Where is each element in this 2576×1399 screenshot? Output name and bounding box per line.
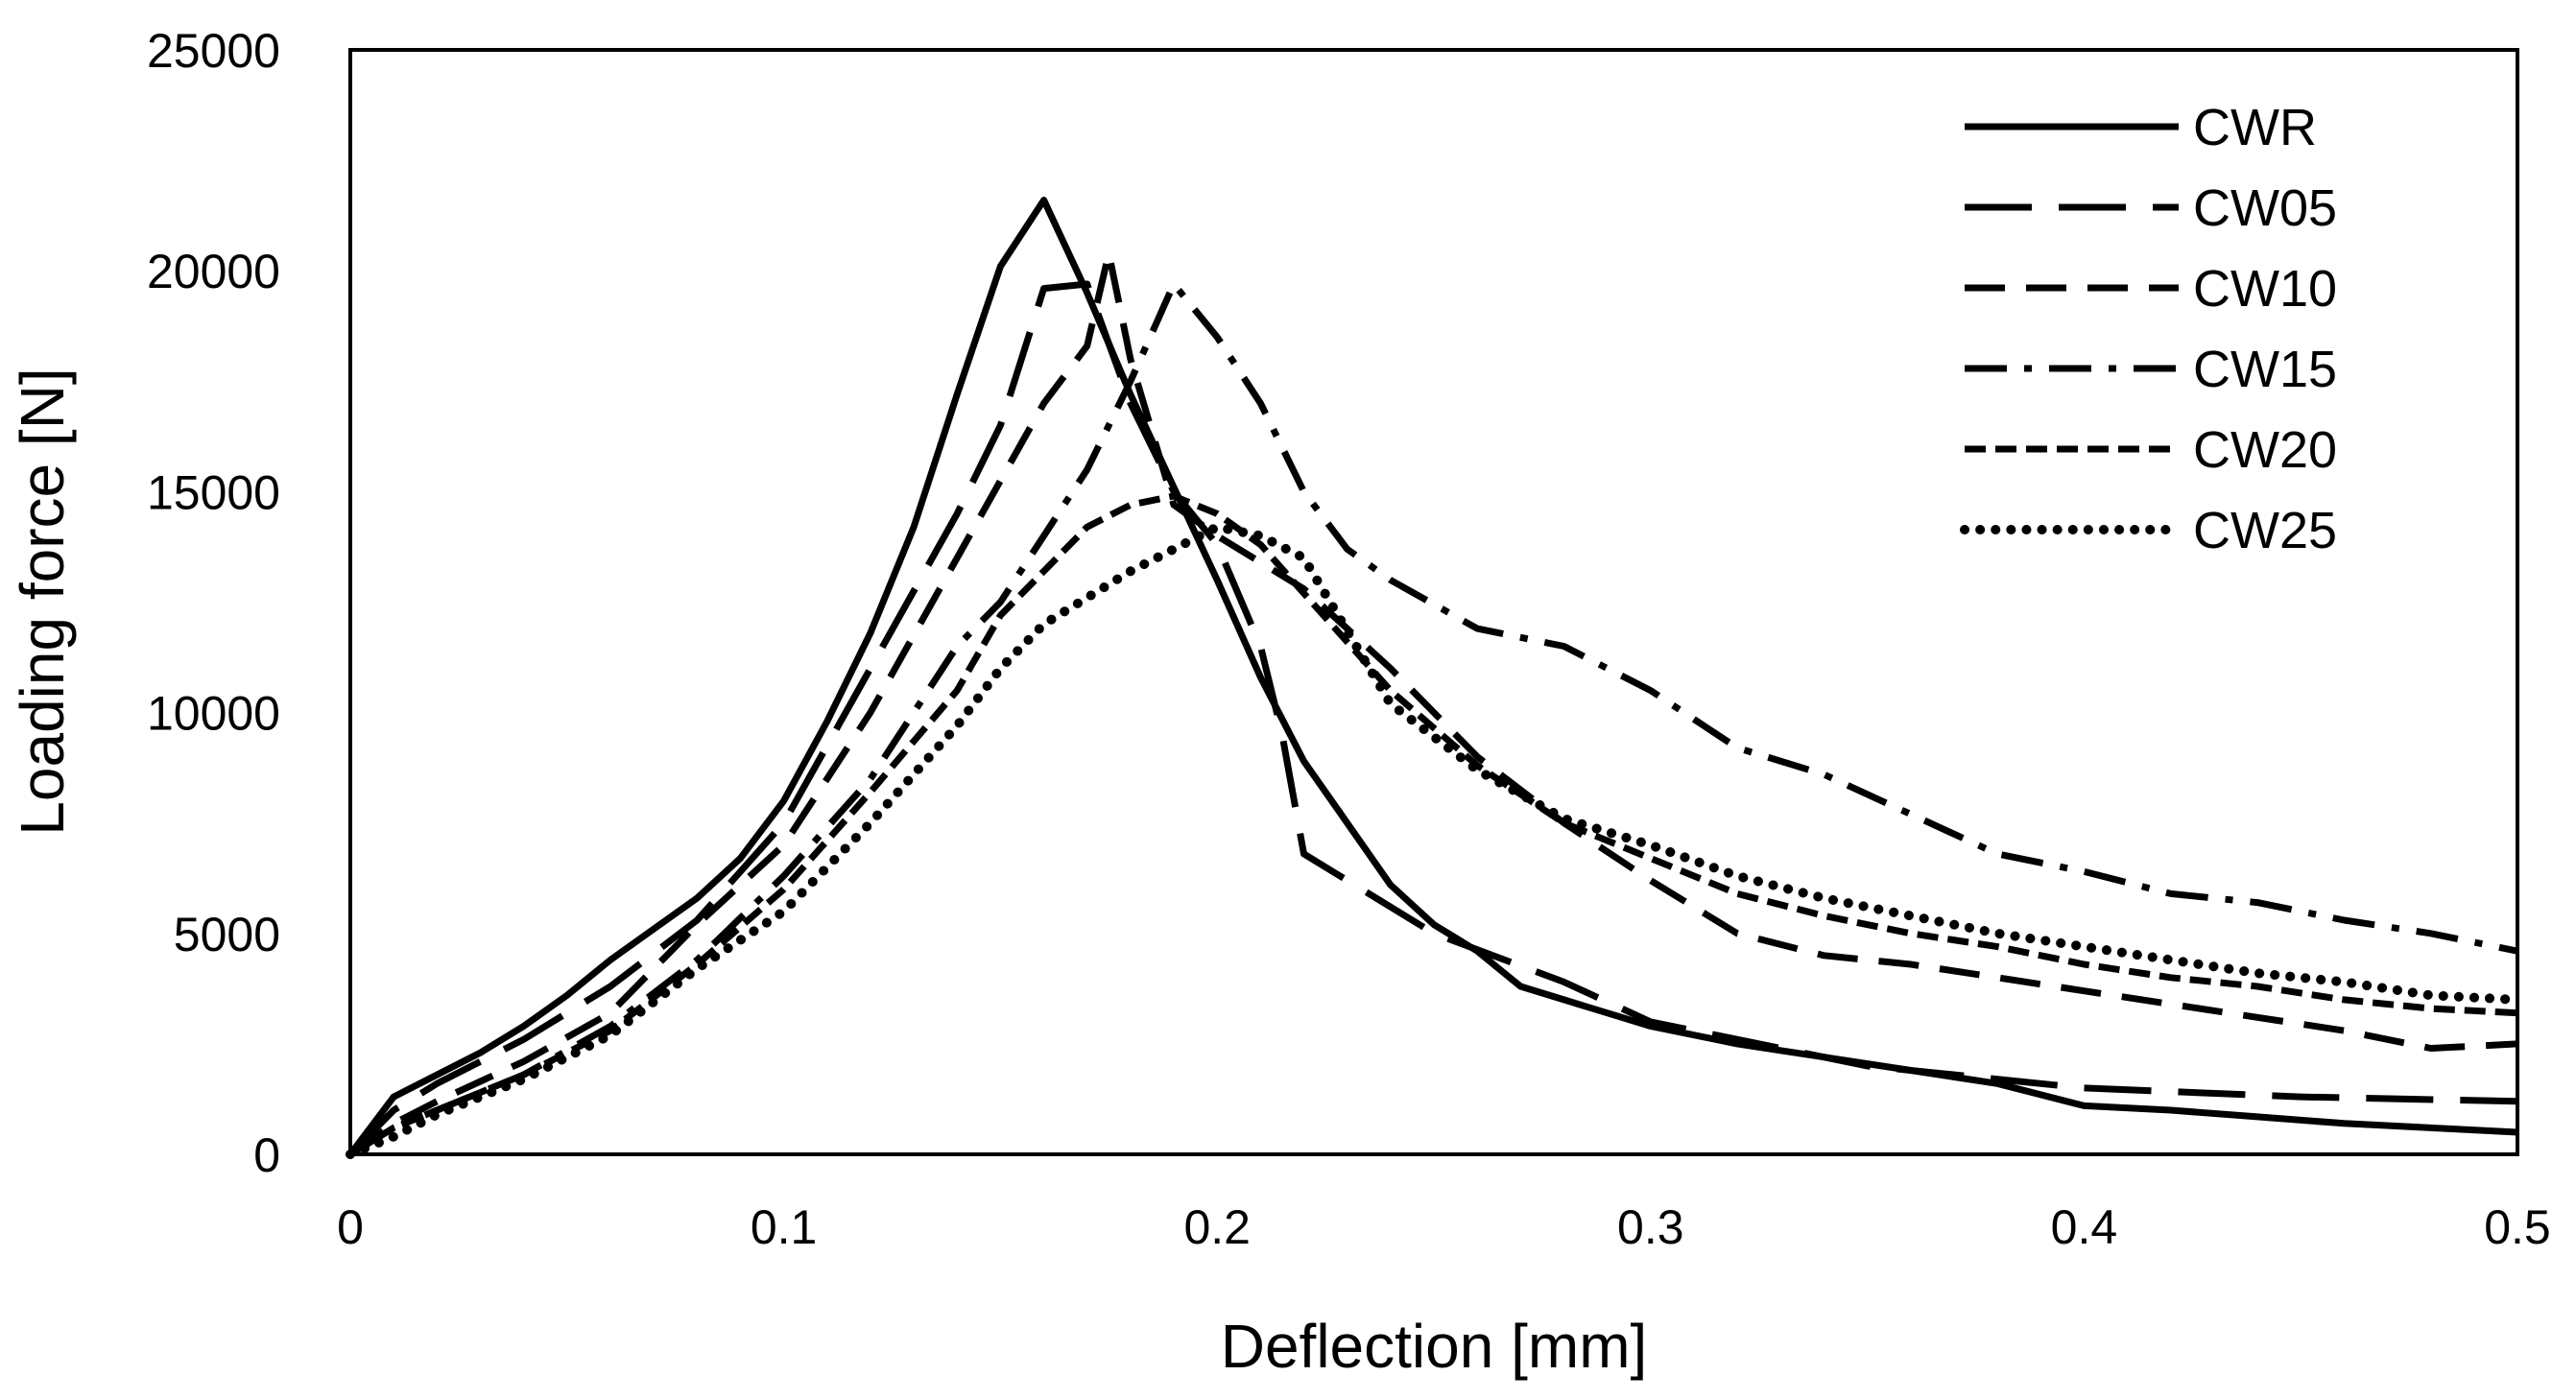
legend-label-cw25: CW25 [2193,502,2337,559]
y-axis-title: Loading force [N] [8,368,77,835]
x-tick-label: 0.2 [1183,1200,1251,1254]
legend-label-cwr: CWR [2193,99,2317,156]
legend: CWR CW05 CW10 CW15 CW20 CW25 [1960,99,2337,559]
y-tick-label: 25000 [147,24,280,78]
x-tick-label: 0 [337,1200,364,1254]
legend-label-cw05: CW05 [2193,179,2337,237]
y-tick-label: 20000 [147,245,280,298]
y-axis-ticks: 0 5000 10000 15000 20000 25000 [147,24,280,1182]
series-line-cw15 [348,280,2518,1157]
series-line-cw20 [348,492,2518,1157]
x-tick-label: 0.5 [2484,1200,2551,1254]
y-tick-label: 15000 [147,465,280,519]
series-lines [346,197,2522,1159]
x-tick-label: 0.3 [1617,1200,1684,1254]
plot-area-frame [348,48,2519,1156]
legend-label-cw15: CW15 [2193,341,2337,398]
x-tick-label: 0.1 [751,1200,818,1254]
series-line-cw25 [346,522,2522,1159]
legend-label-cw10: CW10 [2193,260,2337,318]
x-tick-label: 0.4 [2051,1200,2118,1254]
series-line-cw05 [347,280,2518,1157]
y-tick-label: 10000 [147,687,280,741]
y-tick-label: 5000 [174,908,280,961]
x-axis-ticks: 0 0.1 0.2 0.3 0.4 0.5 [337,1200,2551,1254]
x-axis-title: Deflection [mm] [1221,1312,1648,1381]
legend-label-cw20: CW20 [2193,421,2337,479]
y-tick-label: 0 [253,1128,280,1182]
series-line-cw10 [347,249,2518,1157]
